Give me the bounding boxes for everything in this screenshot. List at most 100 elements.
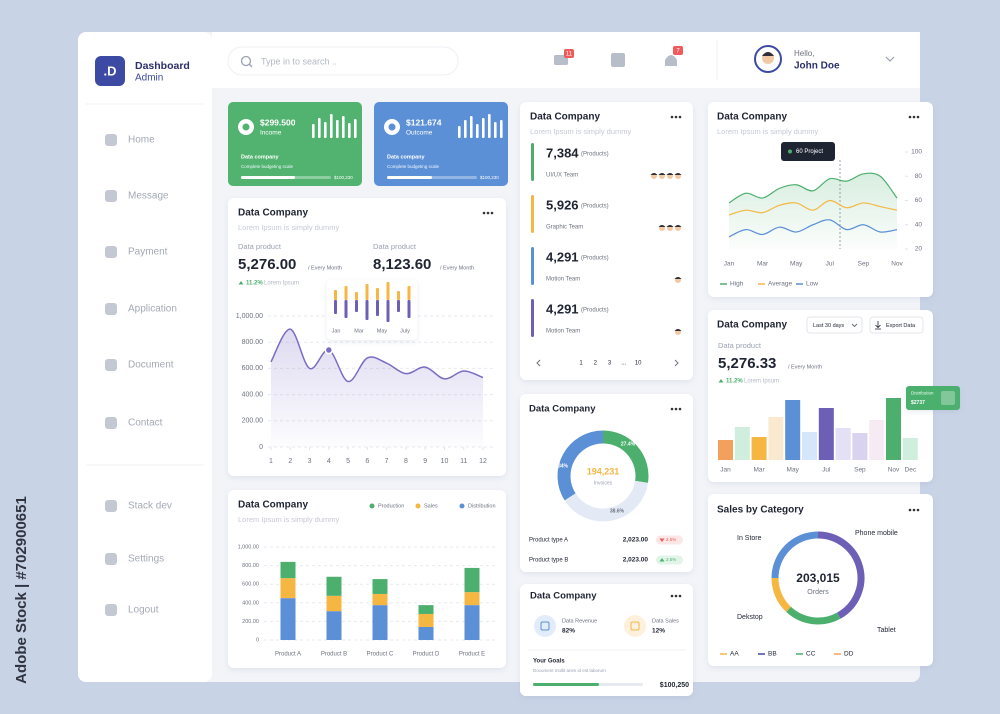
x-tick-label: Product A [275, 652, 301, 658]
bar-segment [464, 605, 480, 640]
team-unit: (Products) [581, 204, 609, 210]
bar-segment [326, 611, 342, 640]
segment-label: 34% [558, 463, 569, 469]
team-value: 4,291 [546, 249, 579, 264]
trend-arrow [659, 538, 665, 542]
inset-month: Mar [354, 328, 364, 334]
line-area [729, 173, 897, 249]
donut-segment [557, 430, 604, 501]
nav-item[interactable]: Contact [128, 418, 163, 429]
inset-bar [376, 288, 379, 300]
legend-dot [415, 503, 421, 509]
kpi-value: 8,123.60 [373, 256, 431, 273]
x-tick-label: 2 [288, 458, 292, 465]
menu-dot[interactable] [912, 115, 916, 119]
nav-item[interactable]: Message [128, 191, 169, 202]
spark-bar [330, 114, 333, 138]
row-name: Product type A [529, 538, 568, 544]
menu-dot[interactable] [678, 594, 682, 598]
page-number[interactable]: 3 [608, 361, 612, 367]
spark-bar [464, 120, 467, 138]
tooltip-dot [788, 149, 792, 154]
y-tick-label: 20 [915, 246, 923, 253]
search-icon [240, 55, 252, 67]
team-name: Motion Team [546, 329, 580, 335]
chevron[interactable] [885, 56, 895, 62]
menu-dot[interactable] [916, 508, 920, 512]
menu-dot[interactable] [908, 115, 912, 119]
card [520, 394, 693, 572]
page-number[interactable]: 10 [635, 361, 642, 367]
nav-icon [105, 604, 117, 616]
nav-icon [105, 134, 117, 146]
point-marker [324, 345, 334, 355]
nav-icon [105, 417, 117, 429]
bar [852, 433, 868, 460]
nav-icon [105, 246, 117, 258]
page-number[interactable]: ... [621, 361, 626, 367]
line-series [728, 172, 898, 204]
page-prev[interactable] [536, 359, 541, 367]
menu-dot[interactable] [486, 211, 490, 215]
card-label: Income [260, 130, 282, 137]
team-value: 7,384 [546, 145, 579, 160]
inset-bar [407, 300, 411, 318]
export-label[interactable]: Export Data [886, 323, 916, 329]
bar [802, 432, 817, 460]
inset-bar [407, 286, 411, 300]
search-placeholder[interactable]: Type in to search .. [261, 56, 337, 66]
team-value: 4,291 [546, 301, 579, 316]
row-amount: 2,023.00 [623, 557, 649, 564]
menu-dot[interactable] [670, 115, 674, 119]
segment-label: Tablet [877, 627, 896, 634]
period-label[interactable]: Last 30 days [813, 323, 844, 329]
page-number[interactable]: 1 [579, 361, 583, 367]
menu-dot[interactable] [670, 594, 674, 598]
team-unit: (Products) [581, 308, 609, 314]
contacts-icon[interactable] [611, 53, 625, 67]
bell-icon[interactable] [665, 55, 677, 66]
search-box[interactable] [227, 46, 459, 76]
page-number[interactable]: 2 [594, 361, 598, 367]
menu-dot[interactable] [916, 115, 920, 119]
nav-item[interactable]: Payment [128, 247, 168, 258]
legend-label: CC [806, 651, 816, 658]
x-tick-label: 11 [460, 458, 467, 465]
legend-label: DD [844, 651, 854, 658]
nav-item[interactable]: Settings [128, 554, 164, 565]
menu-dot[interactable] [678, 115, 682, 119]
brand-title: Dashboard [135, 60, 190, 72]
card-name: Data company [387, 154, 426, 160]
menu-dot[interactable] [482, 211, 486, 215]
nav-item[interactable]: Home [128, 135, 155, 146]
row-amount: 2,023.00 [623, 537, 649, 544]
team-avatar-hair [658, 173, 666, 175]
menu-dot[interactable] [912, 508, 916, 512]
menu-dot[interactable] [674, 115, 678, 119]
legend-label: Low [806, 281, 818, 288]
card-title: Data Company [238, 500, 308, 511]
menu-dot[interactable] [490, 211, 494, 215]
nav-item[interactable]: Stack dev [128, 501, 172, 512]
bar-segment [418, 626, 434, 640]
period-select[interactable] [806, 316, 863, 334]
x-tick-label: Jul [822, 467, 831, 474]
menu-dot[interactable] [674, 594, 678, 598]
kpi-label: Data product [238, 242, 282, 251]
mail-icon[interactable] [554, 55, 568, 65]
menu-dot[interactable] [670, 407, 674, 411]
page-next[interactable] [674, 359, 679, 367]
menu-dot[interactable] [678, 407, 682, 411]
menu-dot[interactable] [674, 407, 678, 411]
card-amount: $299.500 [260, 117, 296, 127]
inset-month: Jan [332, 328, 341, 334]
y-tick-label: 200.00 [242, 418, 264, 425]
nav-item[interactable]: Application [128, 304, 177, 315]
export-button[interactable] [869, 316, 924, 334]
spark-bar [494, 122, 497, 138]
nav-item[interactable]: Document [128, 360, 174, 371]
bar-segment [372, 579, 388, 594]
menu-dot[interactable] [908, 508, 912, 512]
inset-bar [386, 282, 390, 300]
nav-item[interactable]: Logout [128, 605, 159, 616]
